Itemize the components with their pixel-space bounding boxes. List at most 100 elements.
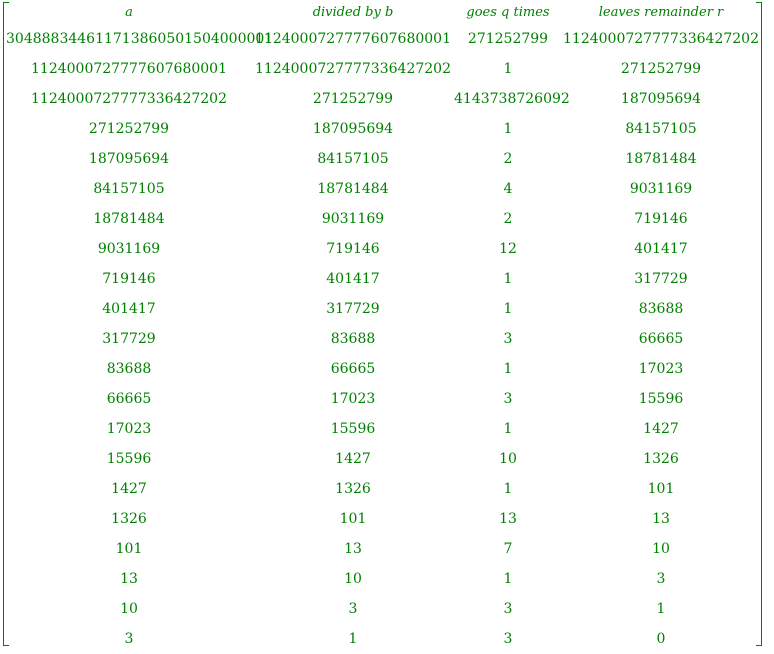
cell-divisor: 1326 bbox=[335, 481, 371, 497]
table-row: 271252799 187095694 1 84157105 bbox=[6, 114, 760, 144]
cell-dividend: 18781484 bbox=[93, 211, 165, 227]
cell-remainder: 0 bbox=[656, 631, 666, 647]
cell-quotient: 1 bbox=[503, 301, 513, 317]
cell-divisor: 13 bbox=[344, 541, 362, 557]
table-row: 1124000727777607680001 112400072777733642… bbox=[6, 54, 760, 84]
cell-quotient: 2 bbox=[503, 211, 513, 227]
cell-remainder: 13 bbox=[652, 511, 670, 527]
table-row: 101 13 7 10 bbox=[6, 534, 760, 564]
cell-divisor: 1124000727777607680001 bbox=[255, 31, 451, 47]
table-row: 15596 1427 10 1326 bbox=[6, 444, 760, 474]
cell-divisor: 10 bbox=[344, 571, 362, 587]
cell-divisor: 719146 bbox=[326, 241, 380, 257]
table-row: 17023 15596 1 1427 bbox=[6, 414, 760, 444]
cell-divisor: 9031169 bbox=[321, 211, 385, 227]
cell-quotient: 3 bbox=[503, 331, 513, 347]
cell-divisor: 1124000727777336427202 bbox=[255, 61, 451, 77]
left-bracket bbox=[3, 2, 9, 646]
cell-remainder: 317729 bbox=[634, 271, 688, 287]
cell-dividend: 271252799 bbox=[88, 121, 170, 137]
header-remainder: leaves remainder r bbox=[598, 4, 724, 20]
cell-remainder: 101 bbox=[647, 481, 675, 497]
table-row: 1427 1326 1 101 bbox=[6, 474, 760, 504]
cell-remainder: 1326 bbox=[643, 451, 679, 467]
cell-remainder: 401417 bbox=[634, 241, 688, 257]
cell-remainder: 1 bbox=[656, 601, 666, 617]
table-row: 719146 401417 1 317729 bbox=[6, 264, 760, 294]
cell-dividend: 317729 bbox=[102, 331, 156, 347]
cell-quotient: 1 bbox=[503, 421, 513, 437]
cell-remainder: 15596 bbox=[638, 391, 684, 407]
cell-quotient: 1 bbox=[503, 571, 513, 587]
cell-divisor: 18781484 bbox=[317, 181, 389, 197]
cell-dividend: 1427 bbox=[111, 481, 147, 497]
cell-quotient: 1 bbox=[503, 481, 513, 497]
table-row: 1124000727777336427202 271252799 414373872… bbox=[6, 84, 760, 114]
table-row: 3 1 3 0 bbox=[6, 624, 760, 654]
table-row: 9031169 719146 12 401417 bbox=[6, 234, 760, 264]
table-row: 304888344611713860501504000001 1124000727… bbox=[6, 24, 760, 54]
cell-remainder: 1427 bbox=[643, 421, 679, 437]
cell-remainder: 719146 bbox=[634, 211, 688, 227]
cell-quotient: 13 bbox=[499, 511, 517, 527]
cell-quotient: 4 bbox=[503, 181, 513, 197]
header-quotient: goes q times bbox=[466, 4, 550, 20]
cell-quotient: 271252799 bbox=[467, 31, 549, 47]
cell-divisor: 317729 bbox=[326, 301, 380, 317]
cell-dividend: 13 bbox=[120, 571, 138, 587]
cell-remainder: 9031169 bbox=[629, 181, 693, 197]
cell-quotient: 12 bbox=[499, 241, 517, 257]
table-row: 187095694 84157105 2 18781484 bbox=[6, 144, 760, 174]
cell-remainder: 271252799 bbox=[620, 61, 702, 77]
table-row: 83688 66665 1 17023 bbox=[6, 354, 760, 384]
cell-divisor: 101 bbox=[339, 511, 367, 527]
cell-dividend: 84157105 bbox=[93, 181, 165, 197]
cell-remainder: 83688 bbox=[638, 301, 684, 317]
cell-remainder: 17023 bbox=[638, 361, 684, 377]
table-row: 1326 101 13 13 bbox=[6, 504, 760, 534]
cell-divisor: 187095694 bbox=[312, 121, 394, 137]
cell-divisor: 1427 bbox=[335, 451, 371, 467]
cell-quotient: 1 bbox=[503, 61, 513, 77]
header-divisor: divided by b bbox=[312, 4, 394, 20]
cell-remainder: 1124000727777336427202 bbox=[563, 31, 759, 47]
table-row: 317729 83688 3 66665 bbox=[6, 324, 760, 354]
table-row: 18781484 9031169 2 719146 bbox=[6, 204, 760, 234]
cell-divisor: 17023 bbox=[330, 391, 376, 407]
cell-divisor: 401417 bbox=[326, 271, 380, 287]
cell-divisor: 66665 bbox=[330, 361, 376, 377]
cell-dividend: 719146 bbox=[102, 271, 156, 287]
cell-remainder: 10 bbox=[652, 541, 670, 557]
right-bracket bbox=[756, 2, 762, 646]
table-header: a divided by b goes q times leaves remai… bbox=[6, 0, 760, 24]
cell-remainder: 84157105 bbox=[625, 121, 697, 137]
cell-quotient: 3 bbox=[503, 391, 513, 407]
cell-divisor: 84157105 bbox=[317, 151, 389, 167]
cell-dividend: 15596 bbox=[106, 451, 152, 467]
cell-remainder: 187095694 bbox=[620, 91, 702, 107]
cell-dividend: 1326 bbox=[111, 511, 147, 527]
cell-dividend: 101 bbox=[115, 541, 143, 557]
cell-dividend: 3 bbox=[124, 631, 134, 647]
cell-divisor: 1 bbox=[348, 631, 358, 647]
cell-quotient: 3 bbox=[503, 631, 513, 647]
cell-divisor: 15596 bbox=[330, 421, 376, 437]
division-table: a divided by b goes q times leaves remai… bbox=[6, 0, 760, 654]
cell-quotient: 2 bbox=[503, 151, 513, 167]
cell-divisor: 3 bbox=[348, 601, 358, 617]
table-row: 13 10 1 3 bbox=[6, 564, 760, 594]
cell-dividend: 83688 bbox=[106, 361, 152, 377]
cell-dividend: 17023 bbox=[106, 421, 152, 437]
cell-remainder: 18781484 bbox=[625, 151, 697, 167]
cell-quotient: 1 bbox=[503, 121, 513, 137]
cell-dividend: 1124000727777336427202 bbox=[31, 91, 227, 107]
header-row: a divided by b goes q times leaves remai… bbox=[6, 0, 760, 24]
cell-remainder: 66665 bbox=[638, 331, 684, 347]
cell-divisor: 83688 bbox=[330, 331, 376, 347]
cell-quotient: 1 bbox=[503, 271, 513, 287]
table-row: 84157105 18781484 4 9031169 bbox=[6, 174, 760, 204]
cell-divisor: 271252799 bbox=[312, 91, 394, 107]
cell-dividend: 66665 bbox=[106, 391, 152, 407]
cell-dividend: 304888344611713860501504000001 bbox=[6, 31, 274, 47]
